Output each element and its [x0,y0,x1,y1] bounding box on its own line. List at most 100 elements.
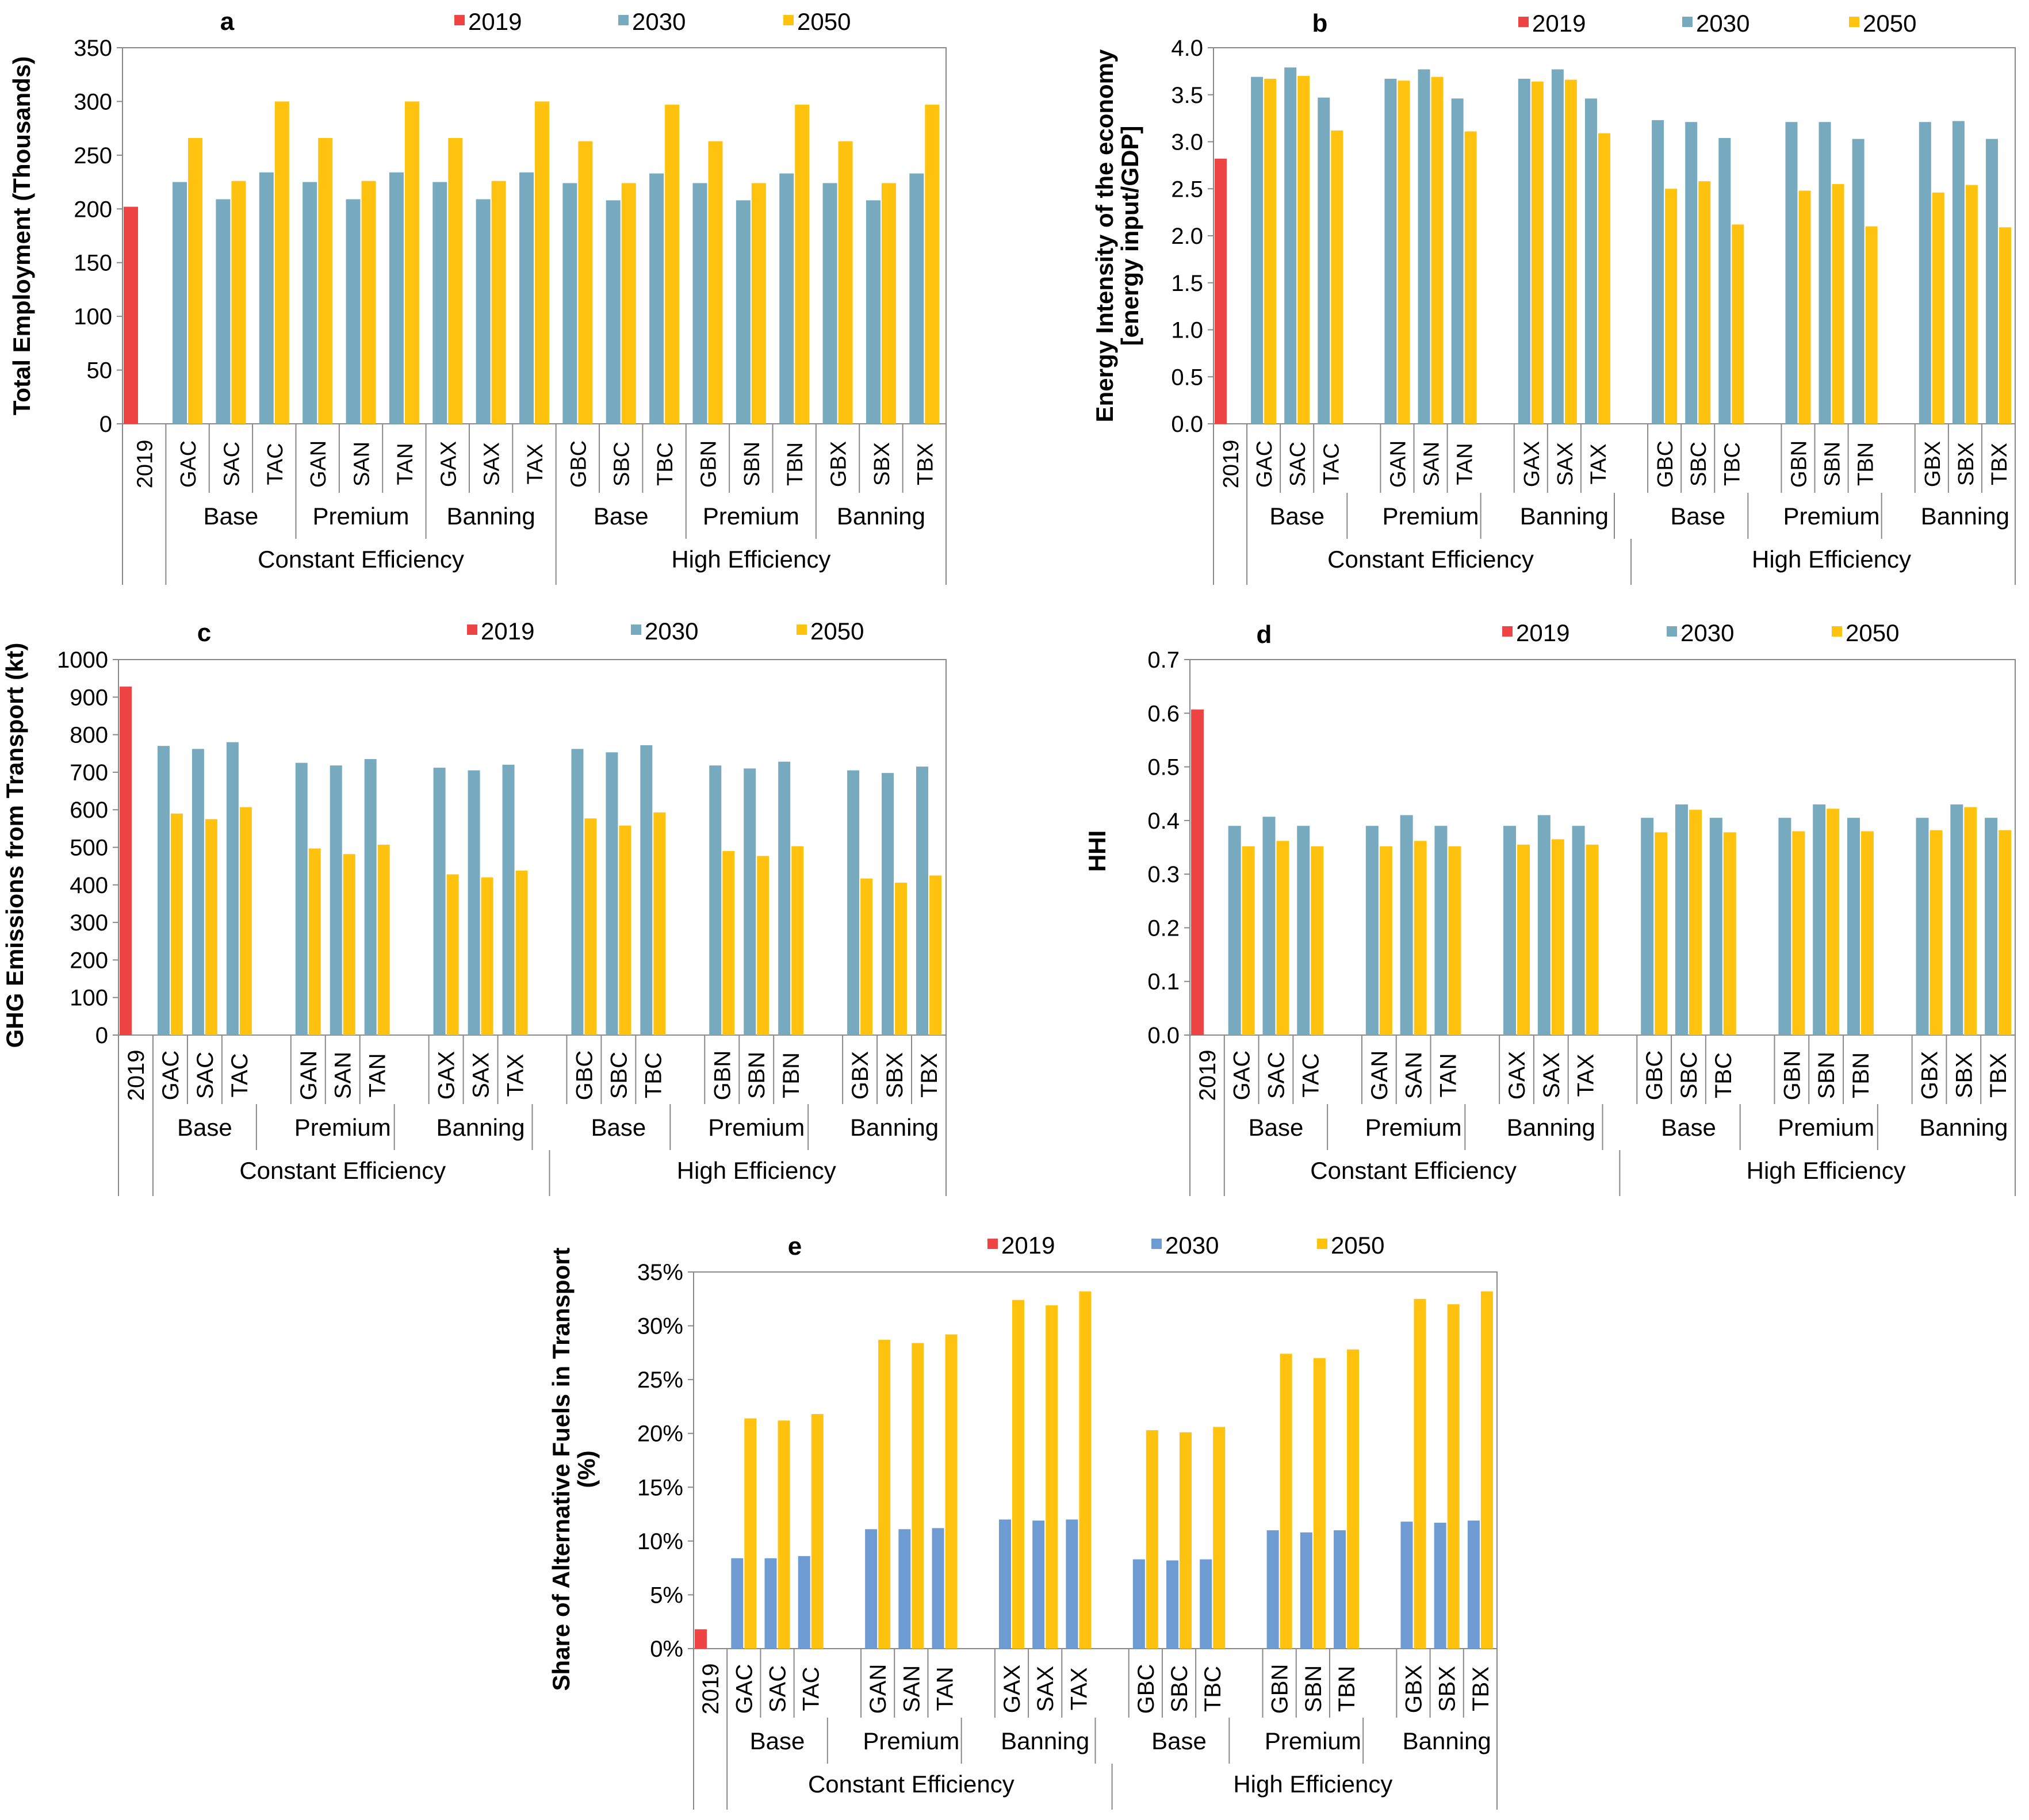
legend-label-2030: 2030 [1696,10,1749,37]
policy-group-label: Base [204,503,259,530]
efficiency-group-label: High Efficiency [1233,1771,1392,1798]
legend-swatch-2050 [783,15,794,25]
bar-2050-TAX [515,870,528,1035]
panel-title: b [1312,9,1328,37]
y-tick-label: 300 [70,910,108,936]
efficiency-group-label: Constant Efficiency [239,1157,446,1184]
category-label-GAX: GAX [434,1051,460,1099]
category-label-GAX: GAX [1000,1665,1025,1713]
y-tick-label: 400 [70,873,108,898]
efficiency-group-label: High Efficiency [1752,546,1911,573]
bar-2030-SBN [744,768,756,1035]
bar-2050-SBC [1689,810,1702,1035]
bar-2030-SBX [1434,1523,1446,1649]
bar-2030-TBC [1709,818,1722,1035]
legend-label-2030: 2030 [1680,619,1734,646]
bar-2030-GBX [1916,818,1929,1035]
bar-2050-TAC [1311,846,1324,1035]
category-label-GBN: GBN [1779,1051,1805,1101]
bar-2050-GAC [744,1418,757,1649]
bar-2030-SBC [606,752,618,1035]
y-tick-label: 2.5 [1171,177,1203,202]
bar-2050-TBN [1865,226,1878,424]
y-tick-label: 500 [70,836,108,861]
category-label-TBX: TBX [1988,443,2012,485]
bar-2050-GAX [1012,1300,1024,1649]
bar-2030-TAN [1451,98,1464,424]
bar-2050-TAN [377,844,390,1035]
policy-group-label: Banning [1507,1114,1595,1141]
bar-2030-GBN [692,183,707,424]
policy-group-label: Premium [703,503,799,530]
category-label-SBC: SBC [606,1052,631,1099]
category-label-GAX: GAX [437,441,461,487]
legend-label-2019: 2019 [468,8,522,35]
bar-2050-TAC [239,807,252,1035]
legend-label-2019: 2019 [1001,1232,1055,1259]
bar-2050-TBX [1999,830,2012,1035]
legend-swatch-2050 [1849,17,1859,27]
category-label-SBN: SBN [1821,442,1845,486]
category-label-GBX: GBX [1917,1051,1943,1099]
bar-2050-TBC [665,105,680,424]
policy-group-label: Banning [837,503,925,530]
bar-2050-SBX [895,882,908,1035]
category-label-TBN: TBN [1334,1666,1360,1712]
y-tick-label: 0 [95,1023,108,1048]
y-tick-label: 0.6 [1147,701,1180,726]
category-label-SAX: SAX [1539,1052,1564,1098]
y-tick-label: 3.0 [1171,130,1203,155]
y-tick-label: 350 [74,36,112,61]
bar-2030-TAC [798,1556,810,1649]
policy-group-label: Base [591,1114,646,1141]
bar-2050-TBN [795,105,810,424]
bar-2050-SAC [205,819,217,1035]
bar-2030-TAX [1572,826,1585,1035]
legend-swatch-2030 [1682,17,1693,27]
bar-2050-SAN [1431,76,1444,424]
legend-label-2050: 2050 [1863,10,1916,37]
bar-2030-GAC [1228,826,1241,1035]
bar-2050-GBN [1792,831,1805,1035]
bar-2030-TAX [519,172,534,424]
bar-2030-GAC [173,182,187,424]
bar-2030-GBC [1652,120,1664,424]
bar-2030-GAX [1503,826,1517,1035]
bar-2050-TBC [1723,832,1736,1035]
legend-label-2019: 2019 [1532,10,1586,37]
bar-2050-TBX [925,105,940,424]
bar-2050-SBC [619,825,631,1035]
bar-2050-SAC [1297,76,1310,424]
category-label-SAN: SAN [1420,442,1444,486]
legend-swatch-2030 [1151,1239,1162,1249]
policy-group-label: Base [1670,503,1725,530]
policy-group-label: Premium [708,1114,805,1141]
bar-2050-SAX [1046,1305,1058,1649]
y-axis-title-line2: (%) [573,1450,600,1488]
bar-2030-SAC [1284,67,1297,424]
category-label-SBN: SBN [1814,1052,1839,1099]
policy-group-label: Base [1151,1727,1207,1754]
bar-2030-SAC [764,1558,777,1649]
category-label-GBX: GBX [848,1051,873,1099]
category-label-SBC: SBC [1687,442,1711,486]
bar-2050-TBN [1347,1349,1360,1649]
bar-2030-SBC [1675,804,1688,1035]
bar-2030-TBN [1847,818,1860,1035]
panel-title: d [1257,620,1272,649]
bar-2030-SAN [1400,815,1413,1035]
category-label-SBN: SBN [744,1052,770,1099]
bar-2030-TBN [779,173,794,424]
plot-frame [122,47,947,424]
legend-swatch-2030 [618,15,629,25]
category-label-TAC: TAC [799,1666,824,1711]
category-label-2019: 2019 [124,1050,149,1101]
bar-2030-SAN [346,199,361,424]
category-label-SAX: SAX [1033,1666,1058,1712]
legend-label-2019: 2019 [481,618,534,645]
category-label-GAX: GAX [1520,441,1544,487]
bar-2030-TBC [1200,1559,1212,1649]
category-label-TBC: TBC [653,442,677,486]
y-tick-label: 3.5 [1171,83,1203,108]
bar-2050-GAN [1398,81,1410,424]
